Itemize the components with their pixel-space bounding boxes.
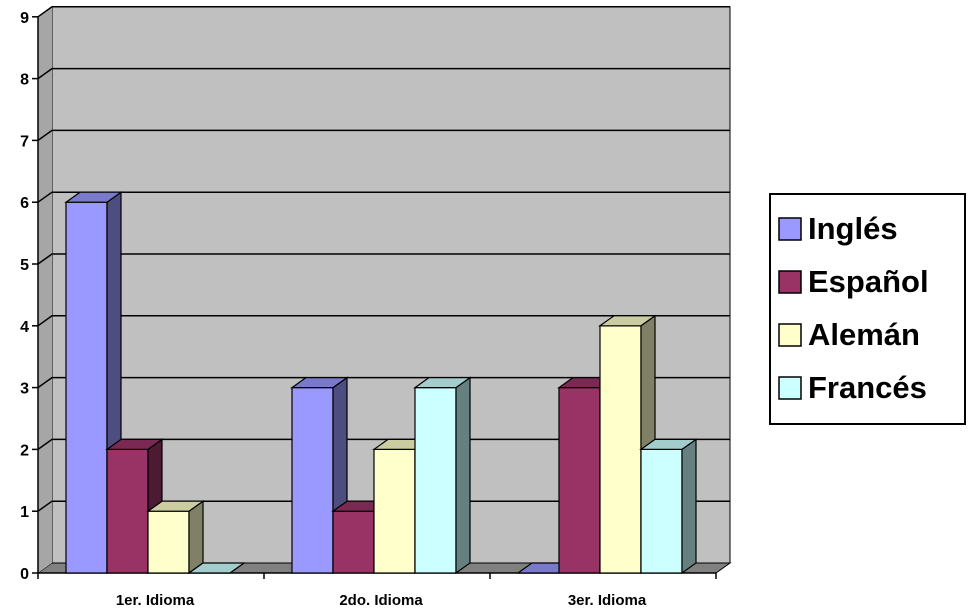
x-category-label: 2do. Idioma [339,592,423,609]
bar [639,438,698,575]
gridline [37,6,730,18]
bar-front [65,201,108,574]
legend-swatch [778,376,802,400]
bar-top [187,562,246,574]
bar-front [558,387,601,574]
bar [146,500,205,575]
legend-item: Inglés [778,211,898,246]
legend-label: Francés [808,370,927,405]
y-tick-label: 1 [20,504,29,521]
legend-item: Francés [778,370,927,405]
bar-front [414,387,457,574]
bar-front [373,448,416,574]
x-category-label: 1er. Idioma [116,592,195,609]
bar-side [455,376,471,575]
y-tick-label: 5 [20,257,29,274]
gridline [37,191,730,203]
legend-item: Alemán [778,317,920,352]
bar-top [64,191,123,203]
gridline [37,253,730,265]
legend-box [769,193,966,425]
gridline [37,500,730,512]
bar-side [681,438,697,575]
bar [187,562,246,574]
legend-item: Español [778,264,929,299]
bar-top [290,377,349,389]
y-tick-label: 4 [20,319,29,336]
gridline [37,67,730,80]
bars [64,191,698,575]
x-axis-ticks: 1er. Idioma 2do. Idioma 3er. Idioma [37,573,717,609]
legend: Inglés Español Alemán Francés [769,193,966,425]
y-tick-label: 6 [20,195,29,212]
bar-front [106,448,149,574]
bar-top [639,438,698,450]
legend-label: Alemán [808,317,920,352]
legend-swatch [778,270,802,294]
legend-swatch [778,323,802,347]
legend-label: Español [808,264,929,299]
bar-side [188,500,204,575]
gridline [37,438,730,451]
gridline [37,129,730,142]
y-tick-label: 8 [20,72,29,89]
gridlines [37,6,730,512]
gridline [37,376,730,389]
y-tick-label: 3 [20,381,29,398]
y-tick-label: 7 [20,133,29,150]
bar-front [332,510,375,574]
bar-top [105,438,164,450]
bar-front [599,325,642,574]
legend-label: Inglés [808,211,898,246]
bar-front [640,448,683,574]
y-tick-label: 9 [20,10,29,27]
bar-top [598,315,657,327]
bar [413,376,472,575]
bar-front [147,510,190,574]
x-category-label: 3er. Idioma [568,592,647,609]
bar-top [413,377,472,389]
plot-side-wall [38,6,52,574]
bar-front [291,387,334,574]
bar-top [146,500,205,512]
legend-swatch [778,217,802,241]
gridline [37,315,730,327]
y-tick-label: 2 [20,442,29,459]
y-tick-label: 0 [20,566,29,583]
y-axis-ticks: 0 1 2 3 4 5 6 7 8 9 [20,10,38,583]
